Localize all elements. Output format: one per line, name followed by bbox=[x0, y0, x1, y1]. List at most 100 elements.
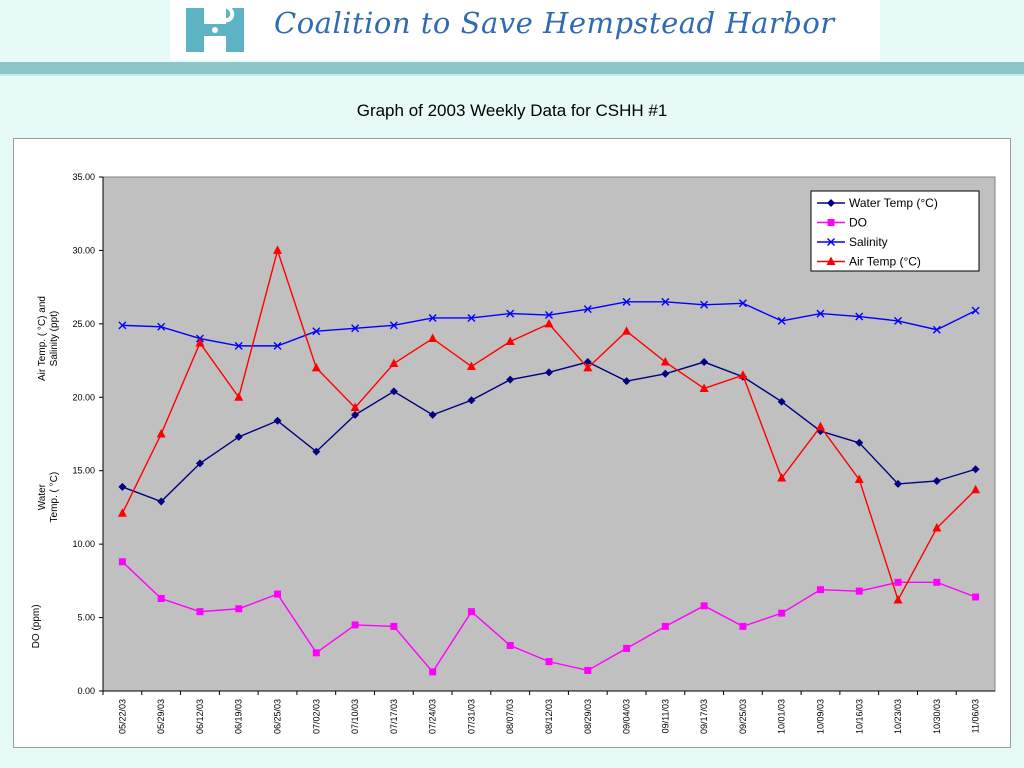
data-point-water-temp-c bbox=[583, 358, 592, 367]
data-point-salinity bbox=[971, 306, 980, 315]
data-point-do bbox=[778, 609, 786, 617]
data-point-salinity-stroke bbox=[467, 313, 476, 322]
data-point-air-temp-c bbox=[273, 245, 283, 254]
data-point-water-temp-c bbox=[777, 397, 786, 406]
x-tick-label: 08/29/03 bbox=[583, 699, 593, 734]
data-point-do bbox=[196, 608, 204, 616]
data-point-salinity-stroke bbox=[661, 297, 670, 306]
data-point-air-temp-c bbox=[932, 522, 942, 532]
data-point-salinity bbox=[894, 316, 903, 325]
data-point-air-temp-c bbox=[350, 402, 360, 412]
data-point-air-temp-c bbox=[660, 357, 670, 366]
data-point-do bbox=[584, 666, 592, 674]
data-point-water-temp-c bbox=[312, 447, 321, 456]
data-point-salinity-stroke bbox=[234, 341, 243, 350]
legend-label-do: DO bbox=[849, 216, 867, 230]
data-point-salinity bbox=[622, 297, 631, 306]
y-axis-label: Salinity (ppt) bbox=[49, 311, 60, 367]
data-point-air-temp-c bbox=[738, 370, 748, 379]
legend-marker-air-temp-c bbox=[826, 256, 836, 265]
data-point-water-temp-c bbox=[234, 432, 243, 441]
data-point-air-temp-c bbox=[428, 333, 438, 343]
y-tick-label: 25.00 bbox=[72, 319, 95, 329]
header-rule bbox=[0, 62, 1024, 74]
data-point-salinity-stroke bbox=[506, 309, 515, 318]
data-point-salinity bbox=[855, 312, 864, 321]
legend bbox=[810, 190, 980, 272]
data-point-do bbox=[933, 578, 941, 586]
data-point-air-temp-c bbox=[234, 392, 244, 401]
y-tick-label: 5.00 bbox=[77, 613, 95, 623]
x-tick-label: 09/04/03 bbox=[622, 699, 632, 734]
data-point-do bbox=[972, 593, 980, 601]
x-tick-label: 08/12/03 bbox=[544, 699, 554, 734]
x-tick-label: 10/30/03 bbox=[932, 699, 942, 734]
legend-marker-water-temp-c bbox=[827, 199, 835, 207]
data-point-air-temp-c bbox=[505, 336, 515, 345]
data-point-do bbox=[855, 587, 863, 595]
hh-logo-icon bbox=[186, 4, 244, 52]
data-point-water-temp-c bbox=[971, 465, 980, 474]
y-tick-label: 15.00 bbox=[72, 466, 95, 476]
data-point-do bbox=[816, 586, 824, 594]
x-tick-label: 06/25/03 bbox=[273, 699, 283, 734]
data-point-salinity-stroke bbox=[622, 297, 631, 306]
x-tick-label: 08/07/03 bbox=[505, 699, 515, 734]
data-point-salinity-stroke bbox=[389, 321, 398, 330]
data-point-water-temp-c bbox=[545, 368, 553, 377]
header-banner: Coalition to Save Hempstead Harbor bbox=[170, 0, 880, 60]
data-point-water-temp-c bbox=[389, 387, 398, 396]
data-point-salinity bbox=[545, 311, 553, 320]
data-point-salinity bbox=[816, 309, 825, 318]
data-point-salinity bbox=[738, 299, 747, 308]
x-tick-label: 07/17/03 bbox=[389, 699, 399, 734]
data-point-salinity-stroke bbox=[894, 316, 903, 325]
legend-marker-salinity bbox=[827, 238, 835, 246]
x-tick-label: 10/01/03 bbox=[777, 699, 787, 734]
data-point-salinity bbox=[506, 309, 515, 318]
data-point-water-temp-c bbox=[118, 482, 127, 491]
data-point-do bbox=[390, 622, 398, 630]
data-point-salinity bbox=[389, 321, 398, 330]
x-tick-label: 10/23/03 bbox=[893, 699, 903, 734]
x-tick-label: 07/10/03 bbox=[350, 699, 360, 734]
legend-label-water-temp-c: Water Temp (°C) bbox=[849, 196, 938, 210]
y-tick-label: 30.00 bbox=[72, 245, 95, 255]
data-point-air-temp-c bbox=[777, 473, 787, 482]
legend-marker-salinity-stroke bbox=[827, 238, 835, 246]
data-point-air-temp-c bbox=[156, 429, 166, 438]
y-axis-label: Water bbox=[37, 483, 48, 510]
data-point-water-temp-c bbox=[428, 410, 437, 419]
data-point-air-temp-c bbox=[854, 474, 864, 484]
data-point-do bbox=[235, 605, 243, 613]
data-point-salinity bbox=[273, 341, 282, 350]
data-point-do bbox=[700, 602, 708, 610]
data-point-salinity bbox=[118, 321, 127, 330]
x-tick-label: 07/02/03 bbox=[311, 699, 321, 734]
data-point-salinity-stroke bbox=[312, 327, 321, 336]
data-point-air-temp-c bbox=[389, 358, 399, 368]
data-point-air-temp-c bbox=[583, 362, 593, 372]
data-point-do bbox=[467, 608, 475, 616]
data-point-water-temp-c bbox=[157, 497, 166, 506]
x-tick-label: 10/16/03 bbox=[854, 699, 864, 734]
data-point-water-temp-c bbox=[661, 369, 670, 378]
x-tick-label: 09/17/03 bbox=[699, 699, 709, 734]
data-point-salinity-stroke bbox=[118, 321, 127, 330]
x-tick-label: 09/25/03 bbox=[738, 699, 748, 734]
data-point-air-temp-c bbox=[699, 383, 709, 392]
data-point-water-temp-c bbox=[622, 377, 631, 386]
data-point-salinity bbox=[932, 325, 941, 334]
legend-label-salinity: Salinity bbox=[849, 235, 888, 249]
data-point-do bbox=[312, 649, 320, 657]
data-point-air-temp-c bbox=[815, 421, 825, 431]
data-point-water-temp-c bbox=[700, 358, 709, 367]
data-point-salinity-stroke bbox=[738, 299, 747, 308]
data-point-salinity-stroke bbox=[545, 311, 553, 320]
y-axis-label: Temp. ( °C) bbox=[49, 472, 60, 523]
page-title: Graph of 2003 Weekly Data for CSHH #1 bbox=[356, 101, 668, 120]
data-point-salinity bbox=[157, 322, 166, 331]
data-point-do bbox=[894, 578, 902, 586]
data-point-salinity bbox=[312, 327, 321, 336]
data-point-salinity-stroke bbox=[273, 341, 282, 350]
